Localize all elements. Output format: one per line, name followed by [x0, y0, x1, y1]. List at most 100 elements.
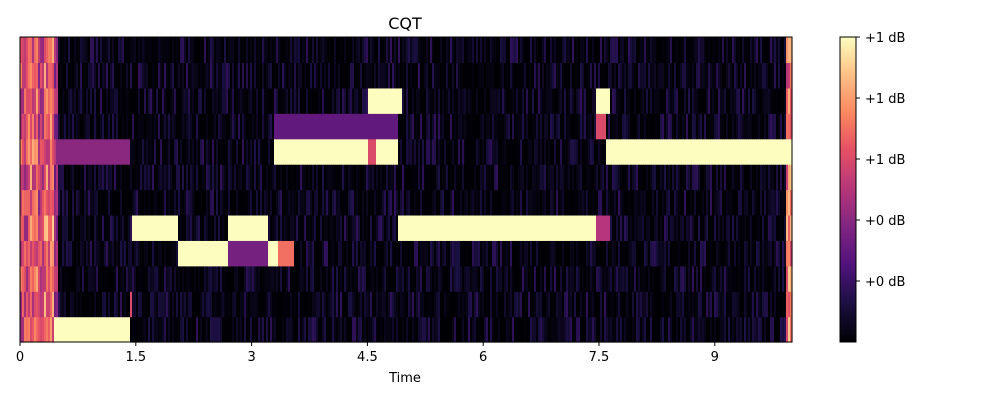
heatmap-cell [374, 214, 377, 241]
heatmap-cell [224, 164, 227, 191]
heatmap-cell [620, 316, 623, 343]
heatmap-cell [286, 62, 289, 89]
heatmap-cell [206, 291, 209, 318]
heatmap-cell [666, 113, 669, 140]
heatmap-cell [398, 316, 401, 343]
heatmap-cell [696, 113, 699, 140]
heatmap-cell [650, 37, 653, 64]
heatmap-cell [330, 87, 333, 114]
heatmap-cell [438, 37, 441, 64]
heatmap-cell [624, 240, 627, 267]
heatmap-cell [616, 164, 619, 191]
heatmap-cell [544, 291, 547, 318]
heatmap-cell [644, 138, 647, 165]
heatmap-cell [674, 265, 677, 292]
heatmap-cell [218, 37, 221, 64]
heatmap-cell [34, 164, 37, 191]
heatmap-cell [172, 87, 175, 114]
heatmap-cell [224, 291, 227, 318]
heatmap-cell [104, 37, 107, 64]
heatmap-cell [370, 87, 373, 114]
heatmap-cell [250, 164, 253, 191]
heatmap-cell [696, 316, 699, 343]
heatmap-cell [310, 164, 313, 191]
heatmap-cell [428, 240, 431, 267]
heatmap-cell [736, 87, 739, 114]
heatmap-cell [528, 214, 531, 241]
heatmap-cell [334, 291, 337, 318]
heatmap-cell [674, 37, 677, 64]
heatmap-cell [624, 189, 627, 216]
heatmap-cell [274, 316, 277, 343]
heatmap-cell [406, 62, 409, 89]
heatmap-cell [516, 62, 519, 89]
heatmap-cell [232, 265, 235, 292]
heatmap-cell [702, 240, 705, 267]
heatmap-cell [706, 62, 709, 89]
heatmap-cell [616, 265, 619, 292]
heatmap-cell [592, 138, 595, 165]
heatmap-cell [166, 291, 169, 318]
heatmap-cell [306, 87, 309, 114]
heatmap-cell [672, 189, 675, 216]
heatmap-cell [154, 291, 157, 318]
heatmap-cell [40, 138, 43, 165]
heatmap-cell [758, 164, 761, 191]
heatmap-cell [540, 37, 543, 64]
heatmap-cell [340, 164, 343, 191]
heatmap-cell [736, 240, 739, 267]
heatmap-cell [90, 164, 93, 191]
heatmap-cell [574, 240, 577, 267]
heatmap-cell [646, 113, 649, 140]
heatmap-cell [258, 189, 261, 216]
heatmap-cell [282, 189, 285, 216]
heatmap-cell [202, 214, 205, 241]
heatmap-cell [546, 316, 549, 343]
heatmap-cell [304, 189, 307, 216]
heatmap-cell [94, 62, 97, 89]
heatmap-cell [432, 164, 435, 191]
heatmap-cell [50, 164, 53, 191]
heatmap-cell [660, 240, 663, 267]
heatmap-cell [438, 87, 441, 114]
heatmap-cell [660, 113, 663, 140]
heatmap-cell [480, 87, 483, 114]
heatmap-cell [506, 37, 509, 64]
heatmap-cell [58, 87, 61, 114]
heatmap-cell [586, 37, 589, 64]
heatmap-cell [286, 265, 289, 292]
heatmap-cell [450, 291, 453, 318]
heatmap-cell [738, 291, 741, 318]
heatmap-cell [492, 240, 495, 267]
heatmap-cell [680, 291, 683, 318]
heatmap-cell [80, 240, 83, 267]
heatmap-cell [362, 164, 365, 191]
heatmap-cell [774, 189, 777, 216]
heatmap-cell [300, 37, 303, 64]
heatmap-cell [600, 265, 603, 292]
heatmap-cell [366, 138, 369, 165]
heatmap-cell [84, 113, 87, 140]
heatmap-cell [152, 240, 155, 267]
heatmap-cell [668, 113, 671, 140]
heatmap-cell [598, 291, 601, 318]
heatmap-cell [470, 138, 473, 165]
heatmap-cell [408, 138, 411, 165]
heatmap-cell [312, 265, 315, 292]
heatmap-cell [390, 240, 393, 267]
heatmap-cell [64, 138, 67, 165]
heatmap-cell [352, 37, 355, 64]
heatmap-cell [196, 291, 199, 318]
heatmap-cell [782, 37, 785, 64]
heatmap-cell [690, 214, 693, 241]
heatmap-cell [212, 189, 215, 216]
heatmap-cell [162, 138, 165, 165]
heatmap-cell [126, 265, 129, 292]
heatmap-cell [774, 291, 777, 318]
heatmap-cell [528, 87, 531, 114]
heatmap-cell [694, 62, 697, 89]
heatmap-cell [652, 214, 655, 241]
heatmap-cell [496, 138, 499, 165]
heatmap-cell [368, 265, 371, 292]
heatmap-cell [658, 291, 661, 318]
